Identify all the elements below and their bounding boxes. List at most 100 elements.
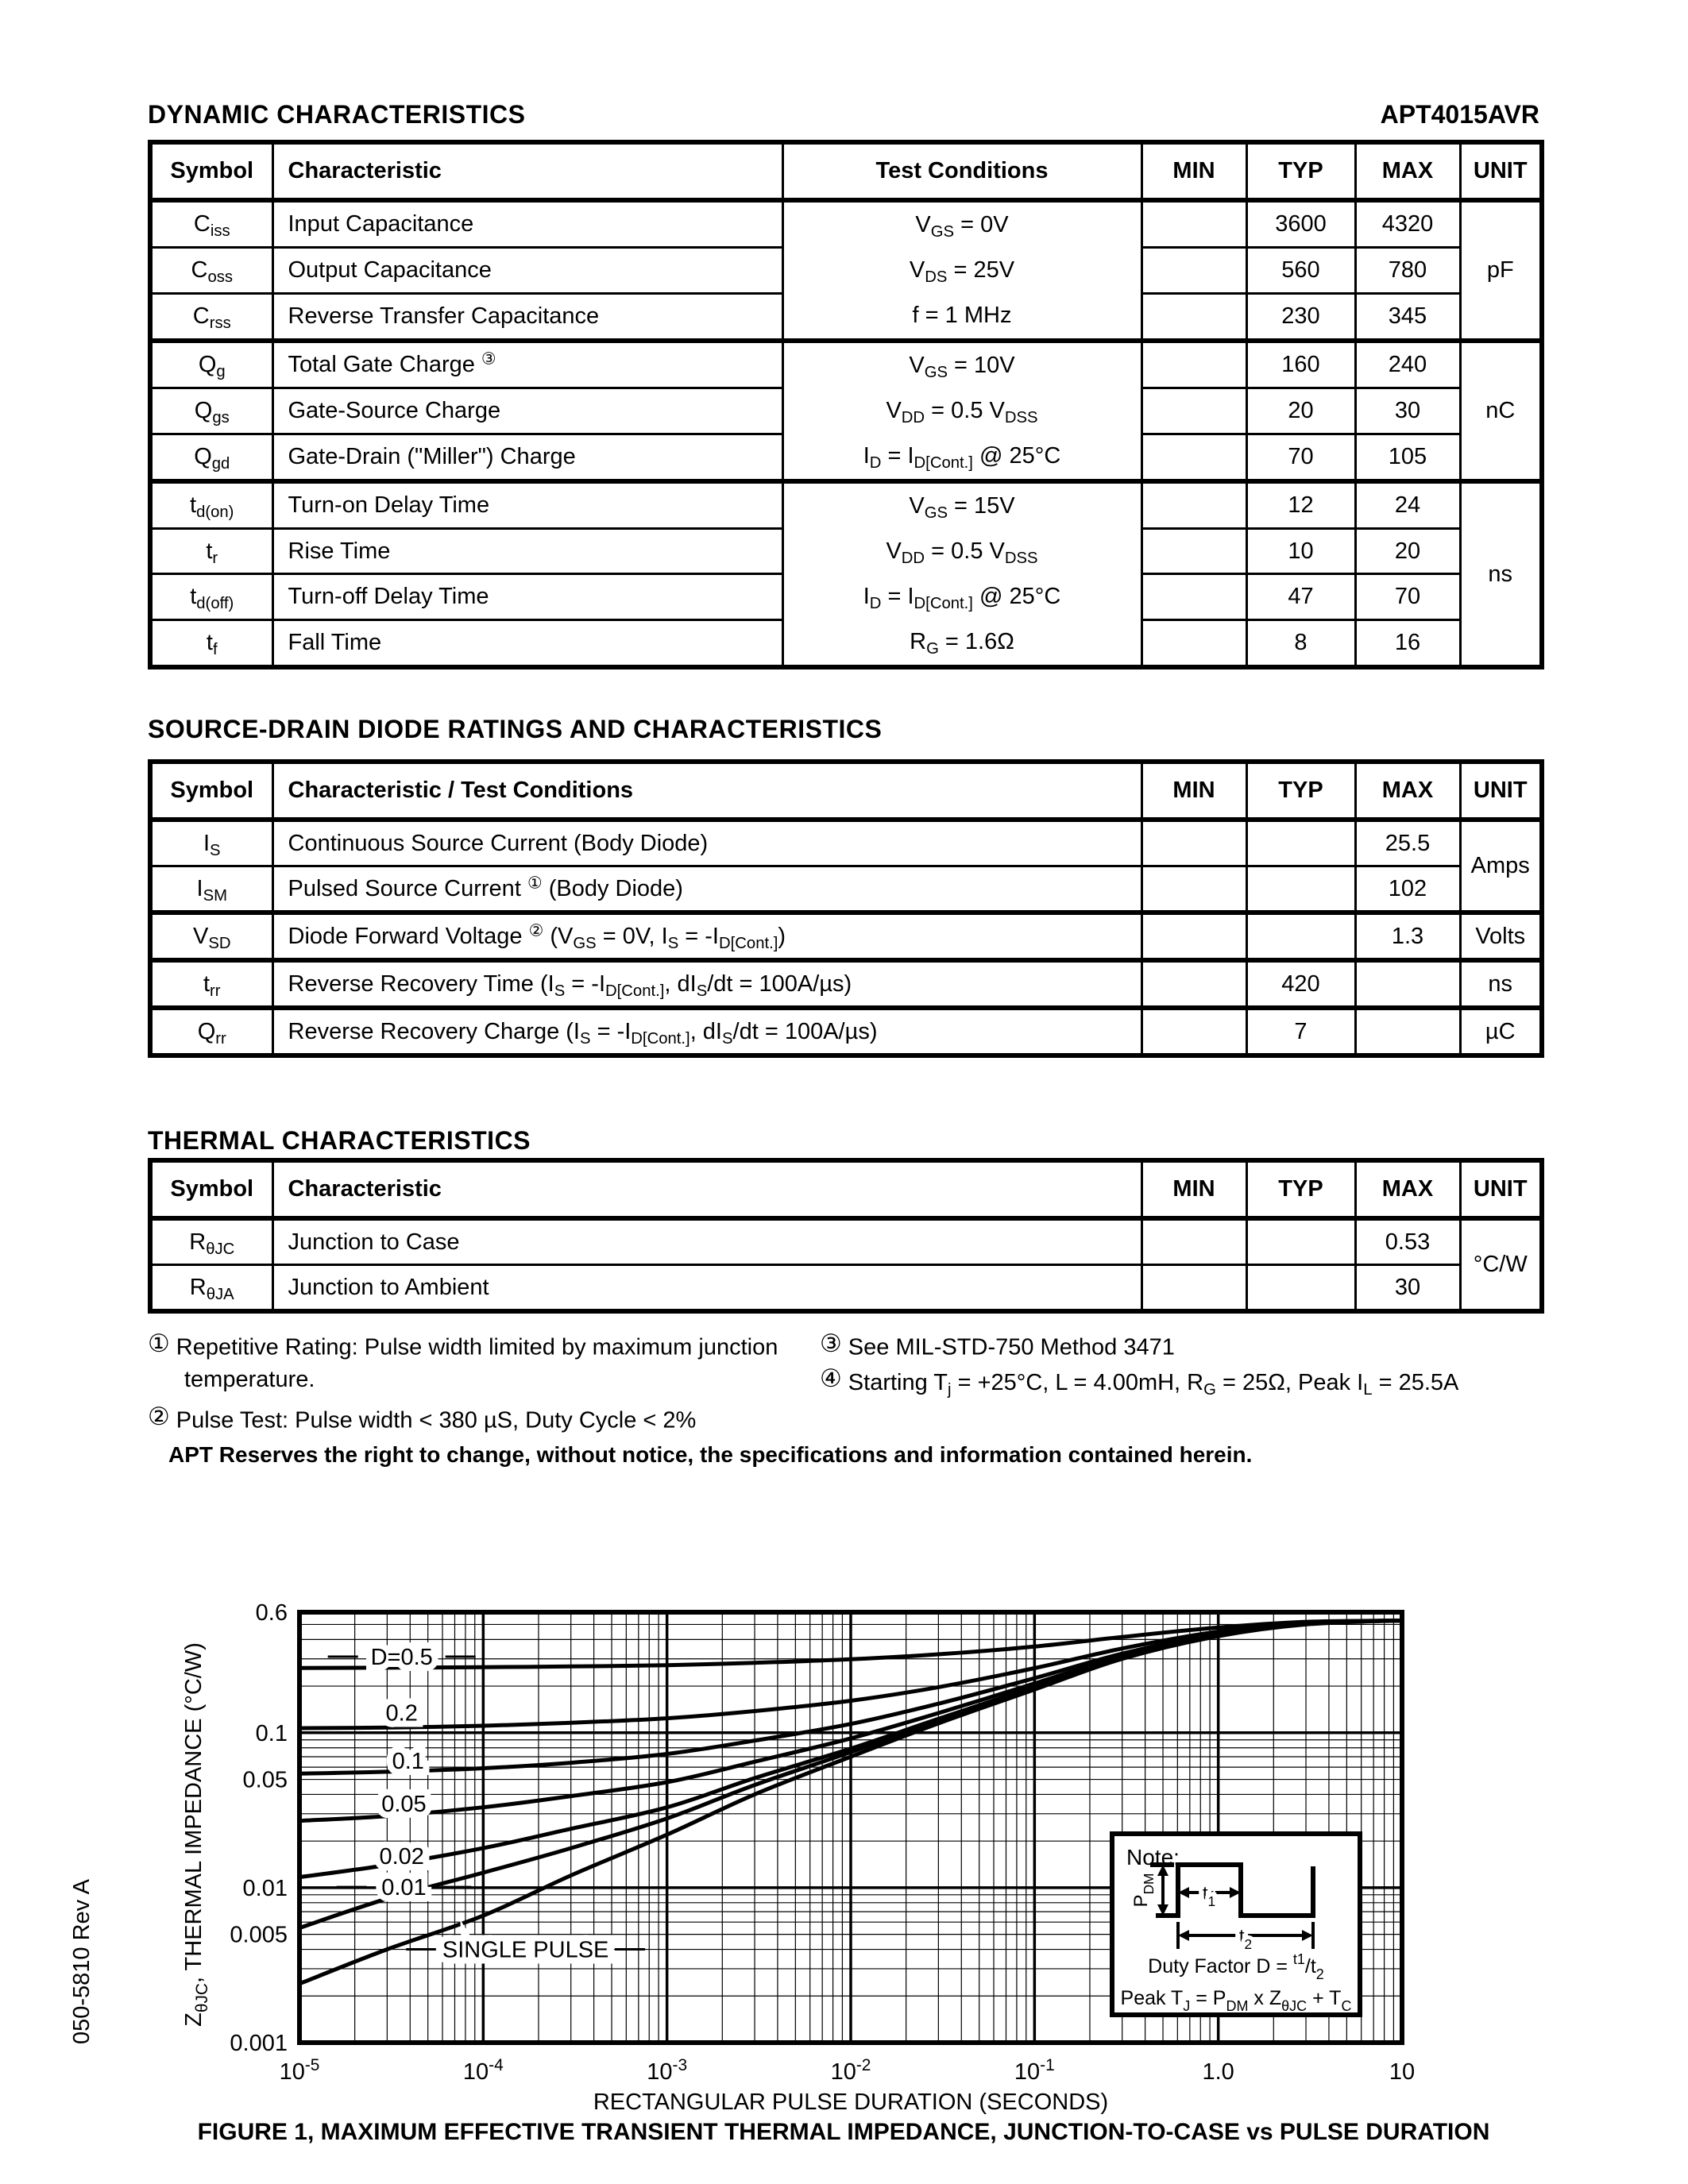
footnote-1-marker: ① <box>148 1329 170 1357</box>
curve-label: 0.02 <box>379 1844 423 1870</box>
cell-char: Diode Forward Voltage ② (VGS = 0V, IS = … <box>271 911 1143 963</box>
x-tick-label: 10-4 <box>463 2056 504 2085</box>
cell-num: 24 <box>1354 480 1462 530</box>
cell-sym: RθJC <box>149 1217 274 1266</box>
cell-num: 30 <box>1354 1264 1462 1314</box>
cell-num: 4320 <box>1354 199 1462 249</box>
doc-number-side-label: 050-5810 Rev A <box>69 1878 95 2044</box>
column-header-unit: UNIT <box>1458 760 1543 822</box>
cell-char: Rise Time <box>271 527 784 576</box>
y-tick-label: 0.01 <box>243 1876 288 1901</box>
cell-num <box>1245 1264 1357 1314</box>
table-header-row: Symbol Characteristic / Test Conditions MI… <box>149 760 1543 822</box>
column-header-min: MIN <box>1140 141 1248 203</box>
footnote-3: ③ See MIL-STD-750 Method 3471 <box>820 1329 1175 1361</box>
table-row: IS Continuous Source Current (Body Diode)… <box>149 818 1543 915</box>
cell-num <box>1140 1006 1248 1058</box>
table-row: td(on) Turn-on Delay Time VGS = 15V VDD = 0… <box>149 480 1543 669</box>
table-row: Qgs Gate-Source Charge 20 30 <box>149 387 1542 435</box>
cell-num: 70 <box>1245 432 1357 484</box>
cell-num <box>1140 199 1248 249</box>
x-tick-label: 10 <box>1389 2059 1415 2085</box>
cell-num: 47 <box>1245 573 1357 622</box>
cell-num <box>1140 527 1248 576</box>
cell-num <box>1354 959 1462 1010</box>
table-row: Coss Output Capacitance 560 780 <box>149 246 1542 295</box>
x-tick-label: 1.0 <box>1203 2059 1234 2085</box>
cell-num: 3600 <box>1245 199 1357 249</box>
column-header-max: MAX <box>1354 760 1462 822</box>
section-title-dynamic: DYNAMIC CHARACTERISTICS <box>148 100 526 129</box>
curve-label: 0.1 <box>392 1749 424 1774</box>
column-header-max: MAX <box>1354 141 1462 203</box>
y-tick-label: 0.6 <box>256 1600 288 1626</box>
cell-num: 20 <box>1245 387 1357 435</box>
x-axis-title: RECTANGULAR PULSE DURATION (SECONDS) <box>593 2089 1108 2115</box>
figure-caption: FIGURE 1, MAXIMUM EFFECTIVE TRANSIENT TH… <box>198 2119 1490 2145</box>
cell-num <box>1140 573 1248 622</box>
column-header-characteristic: Characteristic / Test Conditions <box>271 760 1143 822</box>
cell-conditions: VGS = 0V VDS = 25V f = 1 MHz <box>781 199 1143 343</box>
curve-labels: D=0.5 0.2 0.1 0.05 0.02 0.01 SINGLE PULSE <box>327 1638 646 1970</box>
column-header-characteristic: Characteristic <box>271 1159 1143 1221</box>
cell-num <box>1140 619 1248 670</box>
x-tick-label: 10-3 <box>647 2056 687 2085</box>
cell-char: Gate-Source Charge <box>271 387 784 435</box>
footnote-4-text: Starting Tj = +25°C, L = 4.00mH, RG = 25… <box>848 1369 1459 1399</box>
cell-num: 420 <box>1245 959 1357 1010</box>
cell-num: 20 <box>1354 527 1462 576</box>
footnote-2: ② Pulse Test: Pulse width < 380 µS, Duty … <box>148 1403 696 1434</box>
column-header-typ: TYP <box>1245 1159 1357 1221</box>
svg-text:Duty Factor D = t1/t2: Duty Factor D = t1/t2 <box>1148 1951 1324 1982</box>
thermal-characteristics-table: Symbol Characteristic MIN TYP MAX UNIT RθJC Jun… <box>148 1158 1544 1314</box>
cell-num <box>1245 911 1357 963</box>
thermal-impedance-chart: D=0.5 0.2 0.1 0.05 0.02 0.01 SINGLE PULSE Note:… <box>69 1600 1489 2145</box>
cell-num: 240 <box>1354 339 1462 389</box>
cell-num: 345 <box>1354 291 1462 343</box>
cell-sym: Coss <box>149 246 274 295</box>
footnote-2-text: Pulse Test: Pulse width < 380 µS, Duty C… <box>176 1407 697 1433</box>
cell-num: 7 <box>1245 1006 1357 1058</box>
cell-num: 70 <box>1354 573 1462 622</box>
cell-num <box>1354 1006 1462 1058</box>
cell-num: 1.3 <box>1354 911 1462 963</box>
cell-char: Output Capacitance <box>271 246 784 295</box>
footnote-1-text: Repetitive Rating: Pulse width limited b… <box>176 1334 778 1360</box>
footnote-4-marker: ④ <box>820 1364 842 1392</box>
footnote-3-text: See MIL-STD-750 Method 3471 <box>848 1334 1175 1360</box>
chart-curves <box>299 1619 1403 1986</box>
cell-num <box>1140 959 1248 1010</box>
footnote-1: ① Repetitive Rating: Pulse width limited … <box>148 1329 778 1361</box>
cell-num: 105 <box>1354 432 1462 484</box>
cell-sym: Crss <box>149 291 274 343</box>
column-header-typ: TYP <box>1245 760 1357 822</box>
cell-unit: pF <box>1458 199 1543 343</box>
table-row: Qgd Gate-Drain ("Miller") Charge 70 105 <box>149 432 1542 484</box>
cell-sym: td(on) <box>149 480 274 530</box>
cell-num <box>1140 339 1248 389</box>
column-header-symbol: Symbol <box>149 760 274 822</box>
cell-num: 12 <box>1245 480 1357 530</box>
cell-conditions: VGS = 15V VDD = 0.5 VDSS ID = ID[Cont.] @ … <box>781 480 1143 669</box>
table-row: Crss Reverse Transfer Capacitance 230 345 <box>149 291 1542 343</box>
cell-num: 560 <box>1245 246 1357 295</box>
cell-char: Junction to Case <box>271 1217 1143 1266</box>
table-row: trr Reverse Recovery Time (IS = -ID[Cont.… <box>149 959 1543 1010</box>
svg-text:PDM: PDM <box>1130 1873 1157 1908</box>
curve-label: SINGLE PULSE <box>442 1938 609 1963</box>
cell-char: Pulsed Source Current ① (Body Diode) <box>271 865 1143 915</box>
spec-table: Symbol Characteristic Test Conditions MIN TY… <box>148 140 1544 670</box>
cell-unit: Volts <box>1458 911 1543 963</box>
cell-num <box>1245 865 1357 915</box>
cell-num <box>1140 246 1248 295</box>
cell-char: Junction to Ambient <box>271 1264 1143 1314</box>
cell-num <box>1140 291 1248 343</box>
disclaimer: APT Reserves the right to change, withou… <box>168 1442 1253 1467</box>
section-title-thermal: THERMAL CHARACTERISTICS <box>148 1126 531 1155</box>
spec-table: Symbol Characteristic / Test Conditions MI… <box>148 759 1544 1058</box>
table-row: RθJA Junction to Ambient 30 <box>149 1264 1542 1314</box>
x-tick-label: 10-1 <box>1014 2056 1055 2085</box>
